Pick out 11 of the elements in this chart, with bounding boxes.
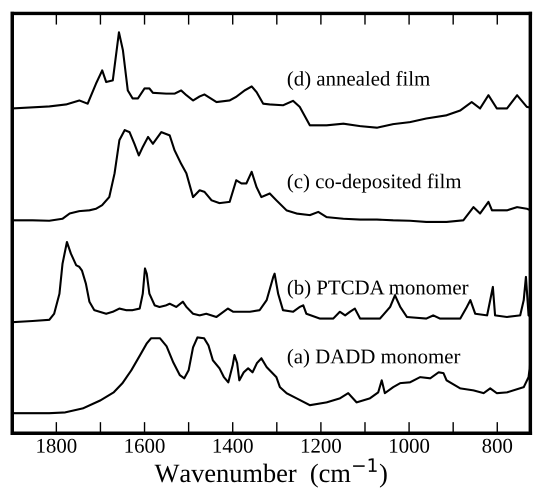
series-label: (a) DADD monomer bbox=[288, 348, 460, 368]
series-label: (c) co-deposited film bbox=[288, 174, 462, 193]
x-tick-label: 800 bbox=[482, 438, 512, 453]
series-label: (d) annealed film bbox=[288, 70, 430, 90]
series-label: (b) PTCDA monomer bbox=[288, 280, 468, 299]
x-tick-label: 1400 bbox=[214, 438, 253, 453]
x-tick-label: 1000 bbox=[390, 438, 430, 453]
x-tick-label: 1600 bbox=[126, 438, 165, 453]
x-axis-title: Wavenumber (cm$^{−1}$) bbox=[154, 458, 387, 488]
x-tick-label: 1200 bbox=[302, 438, 341, 453]
x-tick-label: 1800 bbox=[37, 438, 76, 453]
